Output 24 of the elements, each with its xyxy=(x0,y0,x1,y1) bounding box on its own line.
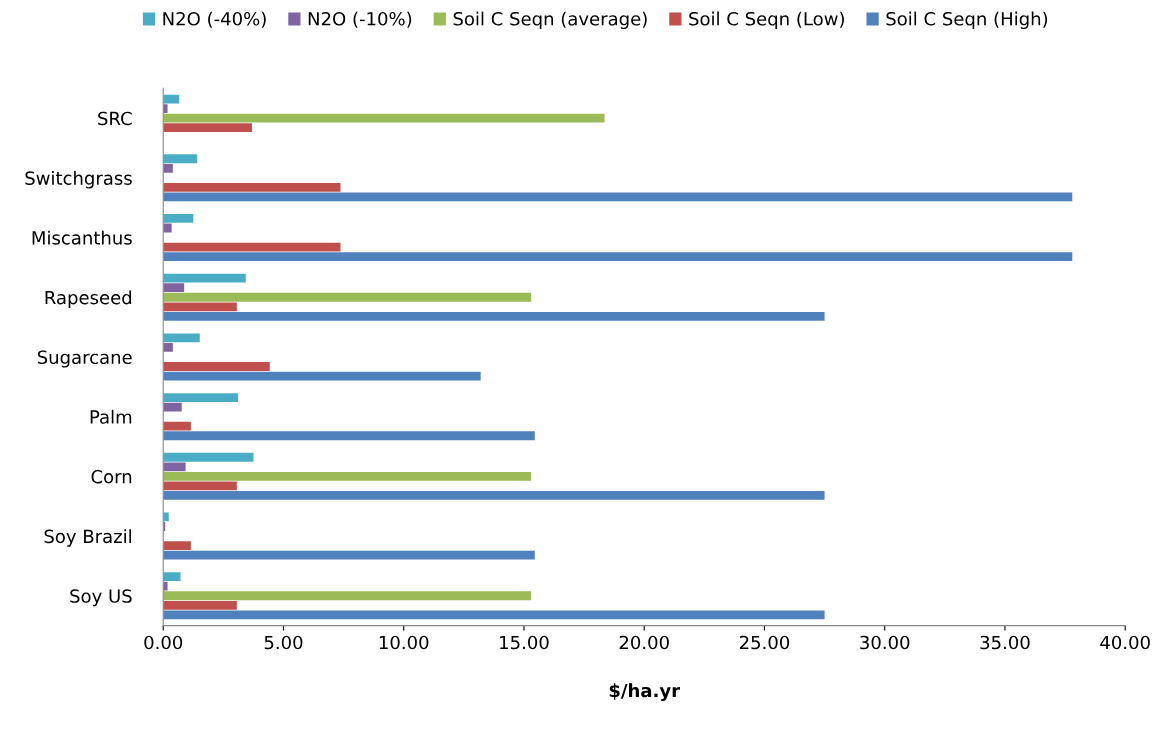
y-tick-label: Soy US xyxy=(70,589,132,607)
legend-label: N2O (-10%) xyxy=(308,11,412,28)
y-tick-label: Soy Brazil xyxy=(44,529,131,547)
x-tick-label: 5.00 xyxy=(264,635,303,650)
x-tick-label: 40.00 xyxy=(1100,635,1150,650)
x-tick-label: 10.00 xyxy=(379,635,429,650)
x-tick-label: 35.00 xyxy=(980,635,1030,650)
y-tick-label: Rapeseed xyxy=(45,290,132,308)
legend-label: N2O (-40%) xyxy=(163,11,266,28)
x-tick-label: 25.00 xyxy=(739,635,790,650)
x-axis-title: $/ha.yr xyxy=(609,683,681,701)
x-tick-label: 30.00 xyxy=(860,635,910,650)
y-tick-label: Miscanthus xyxy=(32,230,132,245)
legend-label: Soil C Seqn (High) xyxy=(886,11,1048,30)
y-tick-label: SRC xyxy=(98,111,132,126)
y-tick-label: Switchgrass xyxy=(25,171,132,189)
y-tick-label: Corn xyxy=(91,469,132,484)
legend-label: Soil C Seqn (Low) xyxy=(689,11,844,30)
legend-label: Soil C Seqn (average) xyxy=(453,11,647,30)
x-tick-label: 15.00 xyxy=(500,635,549,650)
y-tick-label: Palm xyxy=(90,409,132,424)
x-tick-label: 20.00 xyxy=(619,635,669,650)
x-tick-label: 0.00 xyxy=(144,635,183,650)
y-tick-label: Sugarcane xyxy=(37,350,132,368)
